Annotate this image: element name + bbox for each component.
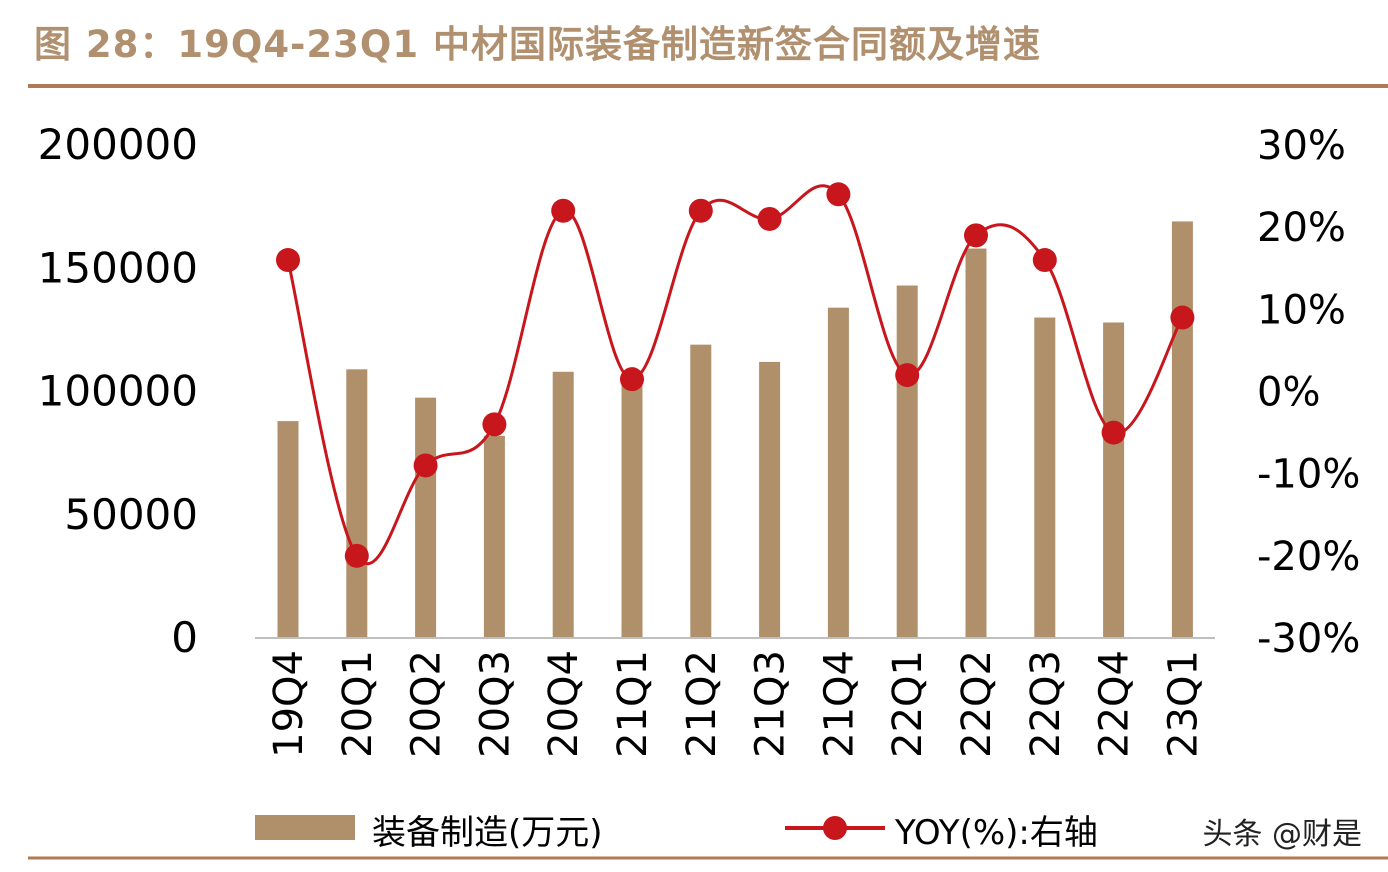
bar-series <box>277 221 1193 639</box>
yoy-point <box>620 367 644 392</box>
legend-bar-swatch <box>255 815 355 840</box>
bar <box>827 307 849 638</box>
x-tick-label: 22Q4 <box>1092 650 1138 758</box>
chart-title: 图 28：19Q4-23Q1 中材国际装备制造新签合同额及增速 <box>34 23 1041 66</box>
yoy-point <box>344 543 369 568</box>
yoy-point <box>895 363 920 388</box>
left-tick-label: 150000 <box>38 243 198 292</box>
x-tick-label: 20Q2 <box>404 650 450 758</box>
right-tick-label: 10% <box>1257 287 1346 333</box>
left-tick-label: 0 <box>171 613 198 662</box>
right-tick-label: -20% <box>1257 534 1360 580</box>
yoy-point <box>688 198 713 223</box>
left-tick-label: 50000 <box>64 490 198 539</box>
bar <box>965 248 987 638</box>
yoy-point <box>413 453 438 478</box>
bar <box>896 285 918 638</box>
bar <box>483 435 505 638</box>
x-tick-label: 20Q1 <box>335 650 381 758</box>
bar <box>415 397 437 638</box>
yoy-point <box>1170 305 1195 330</box>
yoy-points <box>276 182 1195 568</box>
yoy-point <box>826 182 851 207</box>
x-tick-label: 21Q3 <box>748 650 794 758</box>
bar <box>346 369 368 638</box>
right-axis: -30% -20% -10% 0% 10% 20% 30% <box>1257 123 1360 662</box>
bar <box>621 379 643 638</box>
right-tick-label: -10% <box>1257 452 1360 498</box>
yoy-point <box>964 223 988 248</box>
right-tick-label: 0% <box>1257 370 1320 416</box>
bar <box>552 371 574 638</box>
legend-bar-label: 装备制造(万元) <box>372 813 603 853</box>
legend-line-label: YOY(%):右轴 <box>894 813 1098 853</box>
legend: 装备制造(万元) YOY(%):右轴 头条 @财是 <box>255 813 1362 853</box>
right-tick-label: 20% <box>1257 205 1346 251</box>
left-axis: 0 50000 100000 150000 200000 <box>38 120 198 662</box>
bar <box>1171 221 1193 639</box>
yoy-point <box>276 248 300 273</box>
x-tick-label: 22Q2 <box>954 650 1000 758</box>
bar <box>1034 317 1056 638</box>
bar <box>759 361 781 638</box>
x-tick-label: 21Q4 <box>816 650 862 758</box>
x-tick-label: 23Q1 <box>1160 650 1206 758</box>
x-tick-label: 21Q2 <box>679 650 725 758</box>
bar <box>277 421 299 638</box>
bar <box>690 344 712 638</box>
x-tick-label: 21Q1 <box>610 650 656 758</box>
yoy-point <box>551 198 576 223</box>
right-tick-label: 30% <box>1257 123 1346 169</box>
left-tick-label: 100000 <box>38 367 198 416</box>
legend-line-marker <box>823 816 847 840</box>
yoy-point <box>757 206 782 231</box>
yoy-point <box>482 412 507 437</box>
x-tick-label: 20Q3 <box>472 650 518 758</box>
x-tick-label: 20Q4 <box>541 650 587 758</box>
bar <box>1103 322 1125 638</box>
left-tick-label: 200000 <box>38 120 198 169</box>
x-tick-label: 22Q3 <box>1023 650 1069 758</box>
watermark: 头条 @财是 <box>1202 817 1362 852</box>
right-tick-label: -30% <box>1257 616 1360 662</box>
x-axis-labels: 19Q4 20Q1 20Q2 20Q3 20Q4 21Q1 21Q2 21Q3 21Q4 22Q1… <box>266 650 1206 758</box>
yoy-point <box>1101 420 1126 445</box>
yoy-point <box>1032 248 1057 273</box>
x-tick-label: 22Q1 <box>885 650 931 758</box>
x-tick-label: 19Q4 <box>266 650 312 758</box>
